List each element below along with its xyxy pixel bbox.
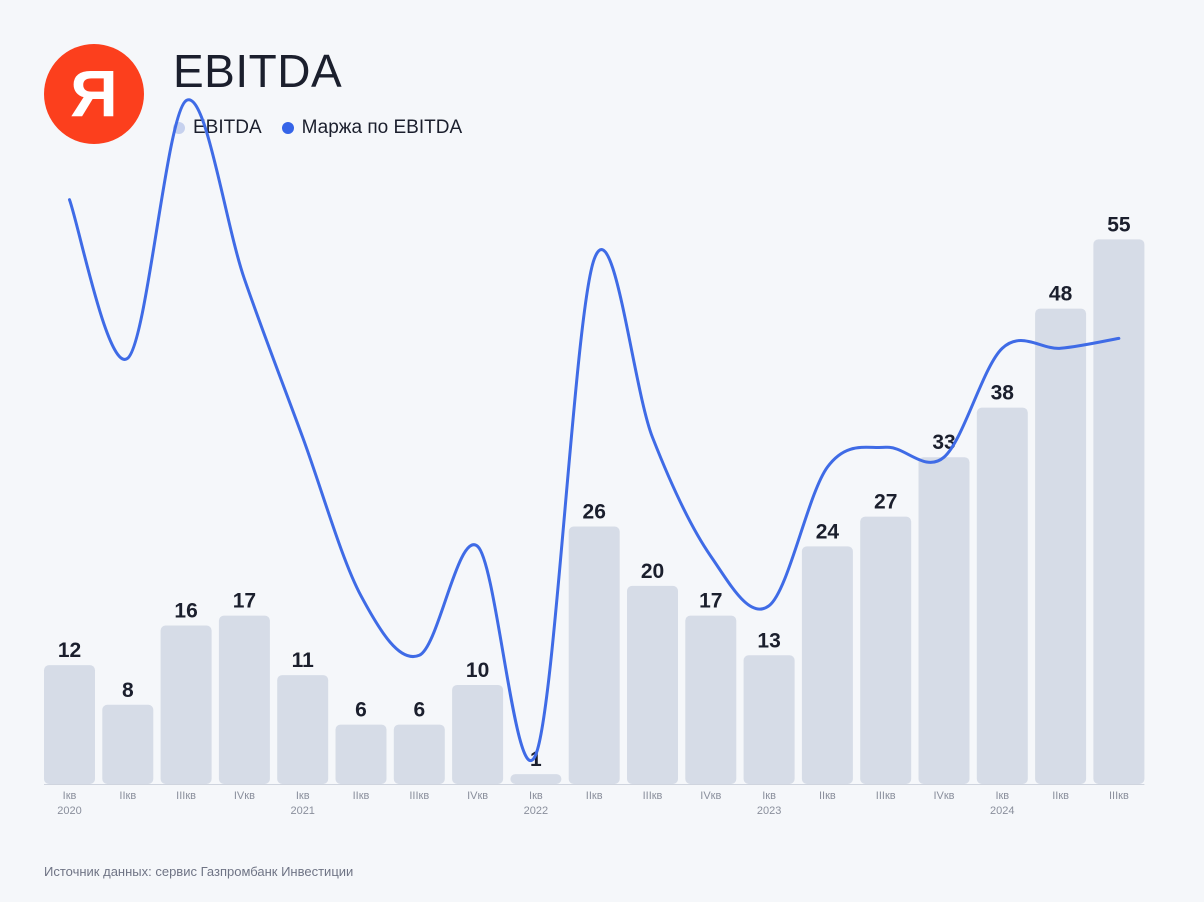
x-tick-label: IIкв xyxy=(1052,790,1069,802)
chart-title: EBITDA xyxy=(173,45,343,97)
legend-dot-margin xyxy=(281,122,294,134)
x-tick-label: IIкв xyxy=(819,790,836,802)
bar-ebitda xyxy=(918,457,970,784)
bar-value-label: 48 xyxy=(1049,283,1073,306)
x-tick-label: IIIкв xyxy=(409,790,429,802)
bar-value-label: 20 xyxy=(641,560,664,583)
x-year-label: 2023 xyxy=(757,805,781,817)
x-tick-label: Iкв xyxy=(529,790,543,802)
logo-letter: Я xyxy=(70,56,118,130)
bar-ebitda xyxy=(1093,239,1145,785)
bar-ebitda xyxy=(685,615,737,784)
bar-value-label: 38 xyxy=(991,382,1015,405)
source-note: Источник данных: сервис Газпромбанк Инве… xyxy=(44,864,354,879)
x-tick-label: IVкв xyxy=(933,790,954,802)
bar-ebitda xyxy=(627,585,678,784)
bar-value-label: 10 xyxy=(466,659,489,682)
bar-ebitda xyxy=(335,724,387,784)
x-tick-label: IIIкв xyxy=(1109,790,1129,802)
x-tick-label: IIкв xyxy=(119,790,136,802)
bar-value-label: 17 xyxy=(699,590,722,613)
x-year-label: 2024 xyxy=(990,805,1014,817)
bar-value-label: 12 xyxy=(58,639,81,662)
x-tick-label: IVкв xyxy=(700,790,721,802)
bar-ebitda xyxy=(568,526,620,784)
bar-ebitda xyxy=(976,407,1028,784)
x-year-label: 2021 xyxy=(290,805,314,817)
bar-ebitda xyxy=(160,625,212,784)
bar-value-label: 27 xyxy=(874,491,897,514)
x-year-label: 2020 xyxy=(57,805,81,817)
chart-legend: EBITDA Маржа по EBITDA xyxy=(173,117,462,139)
bar-ebitda xyxy=(510,774,562,784)
legend-label-ebitda: EBITDA xyxy=(193,117,262,138)
x-tick-label: Iкв xyxy=(762,790,776,802)
x-tick-label: Iкв xyxy=(63,790,77,802)
bar-value-label: 33 xyxy=(932,431,955,454)
x-tick-label: IVкв xyxy=(234,790,255,802)
bar-value-label: 1 xyxy=(530,748,542,771)
bar-ebitda xyxy=(218,615,270,784)
bar-ebitda xyxy=(801,546,853,784)
margin-line xyxy=(68,98,1121,762)
bar-ebitda xyxy=(102,704,154,784)
bar-value-label: 26 xyxy=(583,501,606,524)
bar-ebitda xyxy=(277,675,329,784)
bar-value-label: 55 xyxy=(1107,213,1131,236)
bar-value-label: 6 xyxy=(355,699,367,722)
x-tick-label: IIIкв xyxy=(643,790,663,802)
bar-value-label: 16 xyxy=(174,600,197,623)
legend-item-margin: Маржа по EBITDA xyxy=(281,117,463,139)
x-tick-label: IIкв xyxy=(353,790,370,802)
x-tick-label: IIIкв xyxy=(876,790,896,802)
x-year-label: 2022 xyxy=(524,805,548,817)
x-tick-label: IIIкв xyxy=(176,790,196,802)
bar-value-label: 13 xyxy=(757,629,780,652)
x-tick-label: Iкв xyxy=(995,790,1009,802)
bar-value-label: 6 xyxy=(413,699,425,722)
bar-value-label: 8 xyxy=(122,679,134,702)
bar-ebitda xyxy=(743,655,795,784)
bar-value-label: 17 xyxy=(233,590,256,613)
x-tick-label: IIкв xyxy=(586,790,603,802)
bar-ebitda xyxy=(452,684,504,784)
bar-value-label: 11 xyxy=(292,649,315,672)
legend-label-margin: Маржа по EBITDA xyxy=(301,117,463,138)
x-tick-label: Iкв xyxy=(296,790,310,802)
bar-value-label: 24 xyxy=(816,520,840,543)
x-tick-label: IVкв xyxy=(467,790,488,802)
yandex-logo: Я xyxy=(44,44,144,144)
bar-ebitda xyxy=(393,724,445,784)
bar-ebitda xyxy=(44,665,95,784)
bar-ebitda xyxy=(860,516,912,784)
bar-ebitda xyxy=(1035,308,1087,784)
